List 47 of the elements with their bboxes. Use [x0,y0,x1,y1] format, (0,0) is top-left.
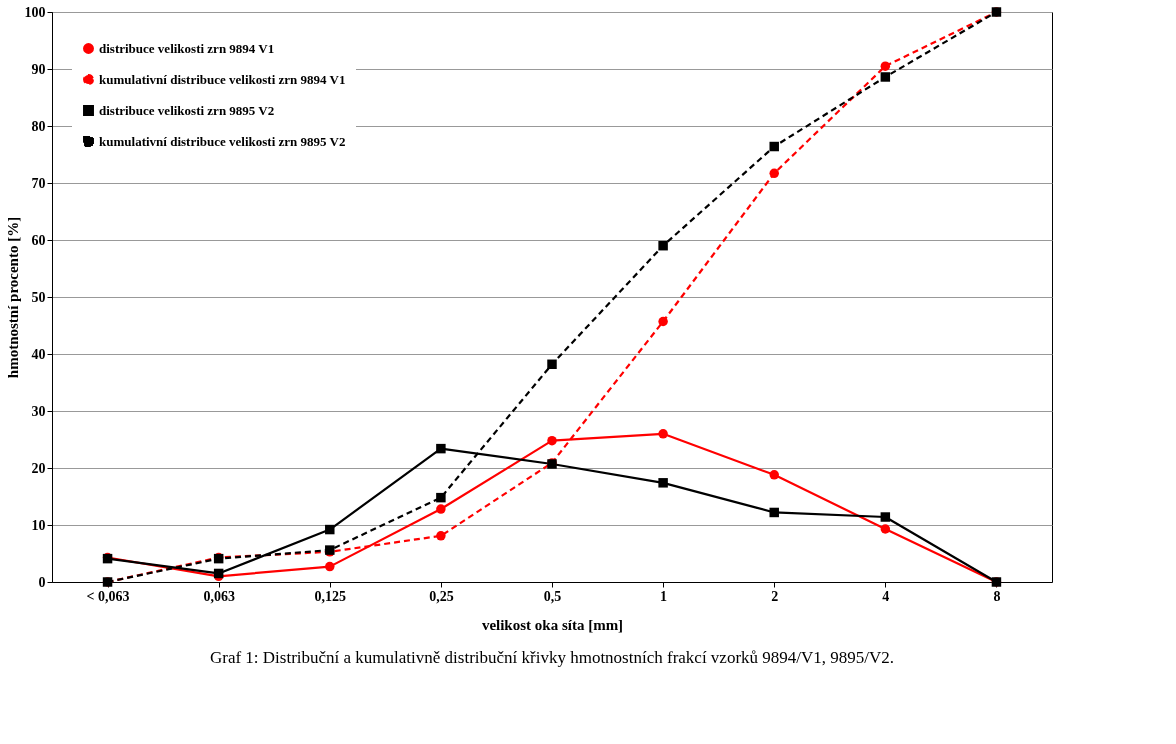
y-tick-label: 70 [31,175,46,191]
x-tick-label: 0,25 [429,588,454,604]
point [547,435,557,446]
text: Graf 1: Distribuční a kumulativně distribuční křivky hmotnostních frakcí vzorků 9894/V1, 9895/V2. [209,648,895,667]
legend-label: kumulativní distribuce velikosti zrn 9894 V1 [99,71,346,87]
x-tick-label: 2 [771,588,779,604]
point [880,524,891,534]
point [658,429,668,439]
point [325,524,335,535]
point [880,72,891,82]
x-tick-label: < 0,063 [86,588,130,604]
point [436,531,446,541]
y-tick-label: 20 [31,460,46,476]
point [436,443,446,454]
legend-label: kumulativní distribuce velikosti zrn 9895 V2 [99,133,346,149]
x-tick-label: 0,125 [314,588,347,604]
x-tick-label: 1 [660,588,668,604]
x-tick-label: 0,5 [543,588,562,604]
x-tick-label: 8 [993,588,1001,604]
point [880,61,891,71]
y-tick-label: 50 [31,289,46,305]
legend-label: distribuce velikosti zrn 9895 V2 [99,102,275,118]
point [325,561,335,572]
point [769,141,779,152]
point [547,359,557,369]
point [658,478,668,488]
y-tick-label: 80 [31,118,46,134]
y-axis-title: hmotnostní procento [%] [4,216,21,379]
y-tick-label: 0 [38,574,46,590]
x-axis-title: velikost oka síta [mm] [481,616,624,633]
legend-label: distribuce velikosti zrn 9894 V1 [99,40,275,56]
point [880,512,891,522]
point [769,507,779,518]
point [769,168,779,179]
y-tick-label: 90 [31,61,46,77]
point [436,504,446,514]
point [436,492,446,503]
point [658,240,668,251]
y-tick-label: 10 [31,517,46,533]
point [658,316,668,327]
y-tick-label: 100 [24,4,46,20]
point [769,470,779,480]
y-tick-label: 30 [31,403,46,419]
y-tick-label: 60 [31,232,46,248]
x-tick-label: 0,063 [203,588,235,604]
x-tick-label: 4 [882,588,890,604]
y-tick-label: 40 [31,346,46,362]
